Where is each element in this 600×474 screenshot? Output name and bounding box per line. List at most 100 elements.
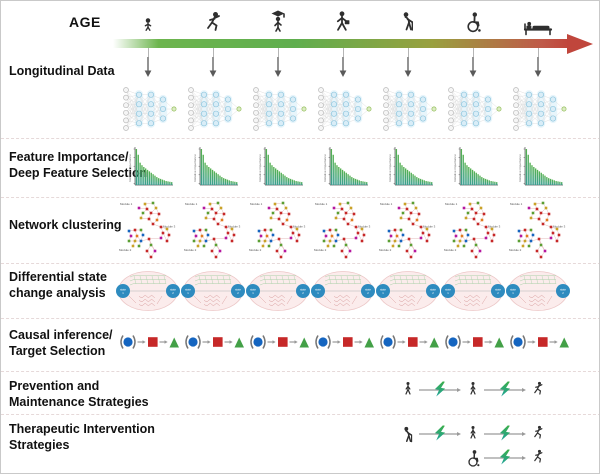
causal-chain-diagram (441, 332, 505, 352)
svg-text:Module 2: Module 2 (444, 248, 457, 252)
neural-network-diagram (509, 85, 567, 133)
lightning-bolt-icon (433, 380, 447, 398)
svg-text:2: 2 (497, 291, 499, 295)
svg-text:Module 3: Module 3 (293, 225, 306, 229)
state-change-diagram: state 1 state 2 (376, 268, 440, 314)
cluster-network-diagram: Module 1 Module 3 Module 2 (313, 200, 373, 262)
svg-text:Relative importance: Relative importance (128, 154, 132, 182)
row-separator (1, 263, 599, 264)
svg-text:Module 2: Module 2 (119, 248, 132, 252)
baby-icon (139, 16, 157, 34)
down-arrow-icon (468, 57, 478, 83)
svg-text:2: 2 (562, 291, 564, 295)
row-label-differential-state: Differential state change analysis (9, 270, 107, 300)
svg-text:2: 2 (302, 291, 304, 295)
child-running-icon (201, 10, 225, 34)
svg-text:Module 2: Module 2 (184, 248, 197, 252)
svg-text:state: state (120, 288, 126, 292)
timeline-tick (537, 48, 539, 57)
row-label-therapeutic: Therapeutic Intervention Strategies (9, 422, 155, 452)
svg-text:Module 2: Module 2 (249, 248, 262, 252)
neural-network-diagram (119, 85, 177, 133)
svg-text:1: 1 (252, 291, 254, 295)
down-arrow-icon (338, 57, 348, 83)
cluster-network-diagram: Module 1 Module 3 Module 2 (183, 200, 243, 262)
wheelchair-icon (463, 449, 483, 469)
svg-text:2: 2 (172, 291, 174, 295)
svg-text:1: 1 (187, 291, 189, 295)
arrow-right-icon (419, 429, 461, 439)
arrow-right-icon (484, 429, 526, 439)
svg-text:Module 3: Module 3 (358, 225, 371, 229)
person-walking-icon (400, 381, 416, 397)
row-separator (1, 414, 599, 415)
row-separator (1, 197, 599, 198)
svg-text:state: state (365, 288, 371, 292)
svg-text:1: 1 (382, 291, 384, 295)
down-arrow-icon (208, 57, 218, 83)
graduate-icon (266, 9, 290, 33)
bed-patient-icon (523, 14, 553, 36)
row-label-prevention: Prevention and Maintenance Strategies (9, 379, 149, 409)
svg-text:Module 3: Module 3 (228, 225, 241, 229)
timeline-tick (342, 48, 344, 57)
svg-text:state: state (300, 288, 306, 292)
cluster-network-diagram: Module 1 Module 3 Module 2 (443, 200, 503, 262)
svg-text:2: 2 (367, 291, 369, 295)
svg-text:1: 1 (447, 291, 449, 295)
down-arrow-icon (143, 57, 153, 83)
wheelchair-icon (461, 11, 485, 35)
state-change-diagram: state 1 state 2 (116, 268, 180, 314)
svg-text:state: state (185, 288, 191, 292)
svg-text:Module 2: Module 2 (379, 248, 392, 252)
cluster-network-diagram: Module 1 Module 3 Module 2 (378, 200, 438, 262)
row-separator (1, 371, 599, 372)
svg-text:state: state (445, 288, 451, 292)
adult-briefcase-icon (331, 10, 355, 34)
svg-text:Relative importance: Relative importance (258, 154, 262, 182)
feature-importance-chart: Relative importance (256, 144, 304, 190)
neural-network-diagram (379, 85, 437, 133)
svg-text:state: state (495, 288, 501, 292)
svg-text:Module 1: Module 1 (120, 202, 133, 206)
cluster-network-diagram: Module 1 Module 3 Module 2 (248, 200, 308, 262)
lightning-bolt-icon (498, 424, 512, 442)
svg-text:Module 3: Module 3 (488, 225, 501, 229)
svg-text:1: 1 (317, 291, 319, 295)
neural-network-diagram (314, 85, 372, 133)
svg-text:Module 1: Module 1 (445, 202, 458, 206)
down-arrow-icon (533, 57, 543, 83)
svg-text:2: 2 (432, 291, 434, 295)
row-label-longitudinal-data: Longitudinal Data (9, 64, 115, 78)
age-timeline-arrowhead (567, 34, 593, 54)
svg-text:state: state (235, 288, 241, 292)
svg-text:Module 1: Module 1 (380, 202, 393, 206)
row-separator (1, 138, 599, 139)
state-change-diagram: state 1 state 2 (181, 268, 245, 314)
person-running-icon (530, 425, 546, 441)
svg-text:Module 1: Module 1 (315, 202, 328, 206)
svg-text:Module 1: Module 1 (185, 202, 198, 206)
svg-text:Module 3: Module 3 (163, 225, 176, 229)
svg-text:state: state (430, 288, 436, 292)
feature-importance-chart: Relative importance (386, 144, 434, 190)
feature-importance-chart: Relative importance (451, 144, 499, 190)
cluster-network-diagram: Module 1 Module 3 Module 2 (508, 200, 568, 262)
svg-text:state: state (250, 288, 256, 292)
elderly-cane-icon (398, 425, 418, 445)
state-change-diagram: state 1 state 2 (311, 268, 375, 314)
svg-text:Relative importance: Relative importance (453, 154, 457, 182)
svg-text:Module 2: Module 2 (314, 248, 327, 252)
svg-text:Module 3: Module 3 (553, 225, 566, 229)
feature-importance-chart: Relative importance (516, 144, 564, 190)
lightning-bolt-icon (433, 424, 447, 442)
down-arrow-icon (403, 57, 413, 83)
causal-chain-diagram (376, 332, 440, 352)
causal-chain-diagram (246, 332, 310, 352)
neural-network-diagram (249, 85, 307, 133)
causal-chain-diagram (311, 332, 375, 352)
arrow-right-icon (484, 453, 526, 463)
row-separator (1, 318, 599, 319)
causal-chain-diagram (181, 332, 245, 352)
